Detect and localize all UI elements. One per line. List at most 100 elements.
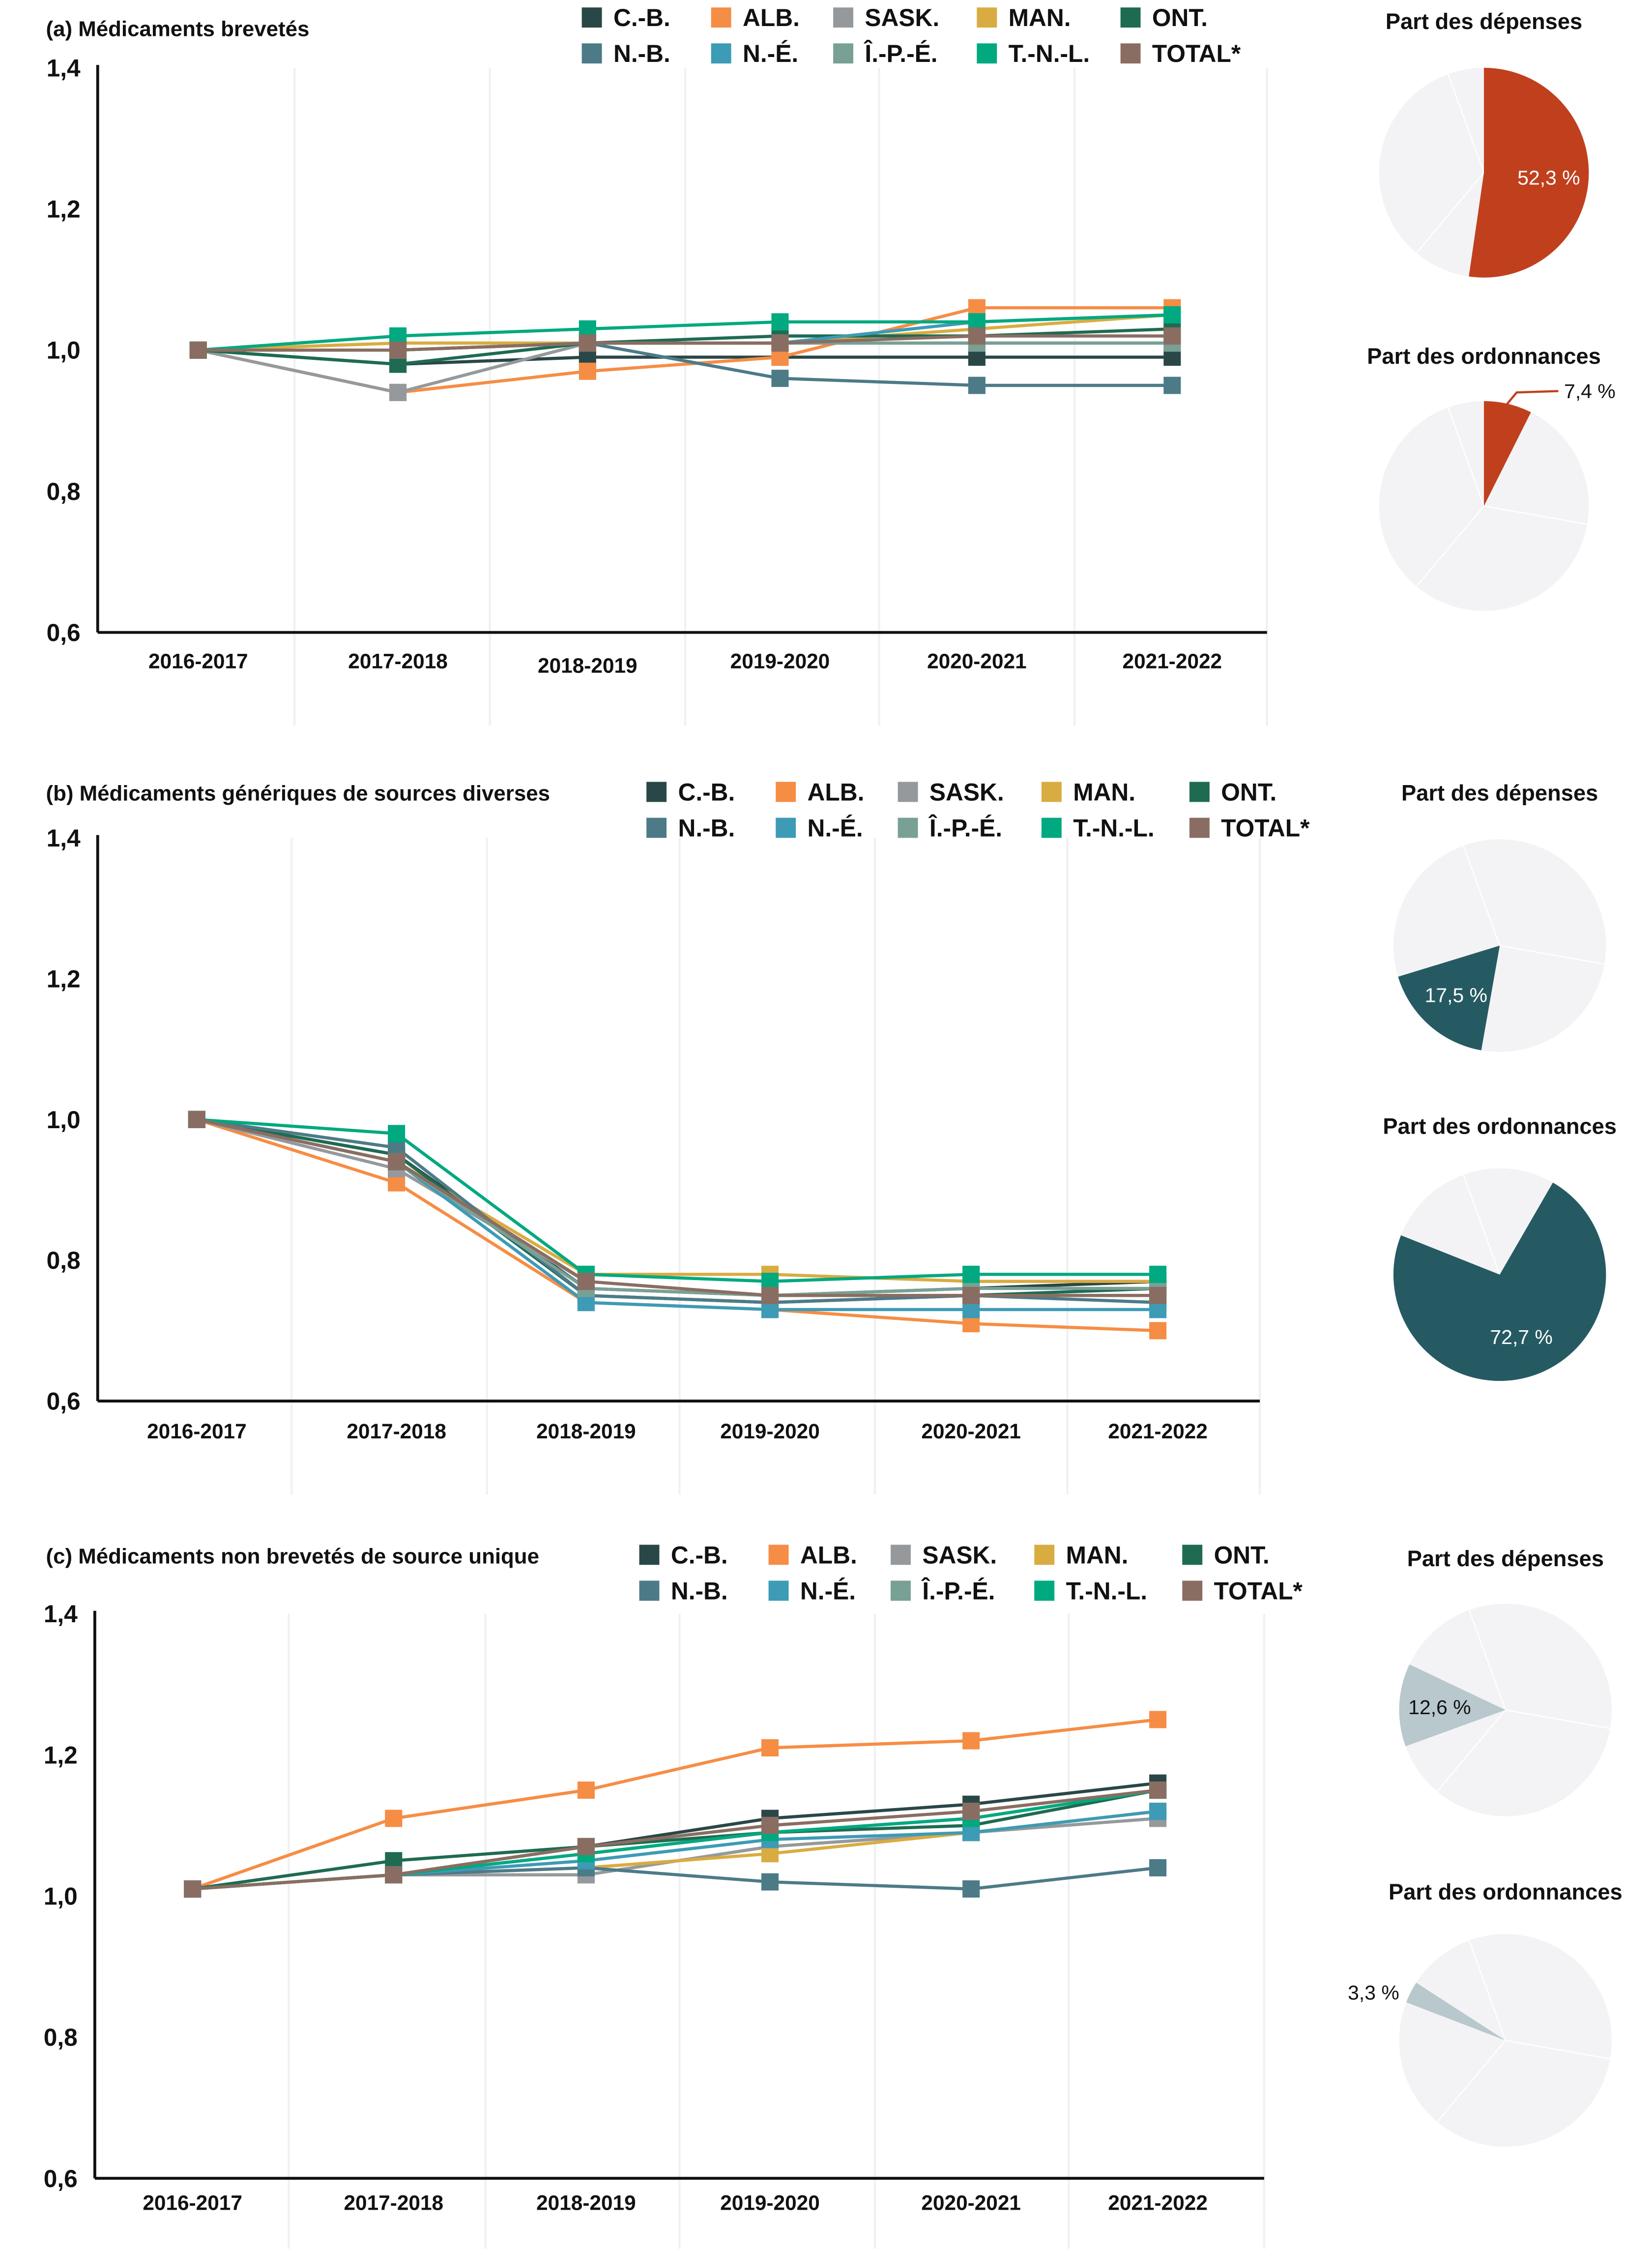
legend-swatch bbox=[1120, 43, 1141, 64]
series-line bbox=[192, 1788, 1159, 1891]
pie-title: Part des ordonnances bbox=[1389, 1879, 1623, 1904]
legend-label: N.-É. bbox=[800, 1577, 856, 1605]
pie-value-label: 72,7 % bbox=[1490, 1326, 1552, 1348]
legend-swatch bbox=[646, 818, 667, 838]
pie-title: Part des dépenses bbox=[1407, 1546, 1604, 1571]
pie-value-label: 3,3 % bbox=[1348, 1981, 1399, 2004]
x-tick-label: 2021-2022 bbox=[1123, 650, 1222, 673]
legend-item: MAN. bbox=[1041, 778, 1135, 806]
series-TOTAL* bbox=[184, 1782, 1167, 1898]
legend-label: MAN. bbox=[1066, 1541, 1129, 1569]
y-tick-label: 0,8 bbox=[47, 478, 81, 505]
legend-swatch bbox=[977, 7, 997, 28]
legend-swatch bbox=[711, 7, 731, 28]
legend-label: Î.-P.-É. bbox=[928, 815, 1002, 842]
legend-swatch bbox=[1041, 818, 1062, 838]
data-point bbox=[968, 327, 985, 345]
legend-item: ALB. bbox=[776, 778, 864, 806]
pie-leader-line bbox=[1501, 390, 1559, 410]
legend-item: C.-B. bbox=[646, 778, 735, 806]
legend-label: MAN. bbox=[1073, 778, 1135, 806]
legend-item: N.-É. bbox=[768, 1577, 856, 1605]
series-line bbox=[197, 1118, 1158, 1283]
legend-swatch bbox=[1041, 782, 1062, 802]
data-point bbox=[962, 1732, 980, 1750]
legend-label: TOTAL* bbox=[1221, 815, 1310, 842]
series-TOTAL* bbox=[189, 327, 1181, 359]
legend-item: N.-B. bbox=[646, 815, 735, 842]
data-point bbox=[184, 1880, 202, 1898]
series-line bbox=[196, 1118, 1158, 1297]
pie-divider bbox=[1447, 74, 1485, 173]
data-point bbox=[1149, 1322, 1167, 1340]
data-point bbox=[577, 1782, 595, 1799]
y-tick-label: 1,4 bbox=[44, 1600, 78, 1628]
panel-a-title: (a) Médicaments brevetés bbox=[46, 17, 310, 41]
pie-value-label: 17,5 % bbox=[1425, 984, 1487, 1007]
data-point bbox=[1149, 1803, 1167, 1820]
pie-divider bbox=[1500, 945, 1605, 965]
legend-item: ALB. bbox=[711, 4, 800, 31]
legend-swatch bbox=[1034, 1580, 1055, 1601]
legend-swatch bbox=[833, 7, 854, 28]
pie-slice bbox=[1393, 1182, 1606, 1381]
legend-label: SASK. bbox=[922, 1541, 997, 1569]
pie-divider bbox=[1463, 1174, 1501, 1275]
data-point bbox=[962, 1286, 980, 1304]
legend-swatch bbox=[833, 43, 854, 64]
data-point bbox=[771, 334, 789, 352]
legend-label: N.-B. bbox=[613, 40, 670, 67]
y-tick-label: 1,2 bbox=[44, 1741, 78, 1769]
legend-label: C.-B. bbox=[678, 778, 735, 806]
y-tick-label: 1,4 bbox=[47, 54, 81, 82]
legend-swatch bbox=[776, 818, 796, 838]
x-tick-label: 2017-2018 bbox=[344, 2191, 444, 2215]
legend-item: N.-B. bbox=[581, 40, 670, 67]
x-tick-label: 2018-2019 bbox=[536, 2191, 636, 2215]
x-tick-label: 2019-2020 bbox=[720, 2191, 820, 2215]
x-tick-label: 2020-2021 bbox=[921, 1420, 1021, 1443]
legend-label: Î.-P.-É. bbox=[921, 1577, 995, 1605]
pie-slice bbox=[1469, 67, 1589, 278]
pie-value-label: 7,4 % bbox=[1564, 380, 1616, 403]
y-tick-label: 1,0 bbox=[47, 1106, 81, 1134]
y-tick-label: 0,6 bbox=[44, 2165, 78, 2192]
pie-divider bbox=[1463, 846, 1501, 946]
x-tick-label: 2021-2022 bbox=[1108, 1420, 1208, 1443]
legend-label: ALB. bbox=[808, 778, 865, 806]
legend-item: ONT. bbox=[1182, 1541, 1270, 1569]
data-point bbox=[1163, 327, 1181, 345]
y-tick-label: 1,0 bbox=[47, 337, 81, 364]
pie-divider bbox=[1483, 505, 1588, 525]
pie-divider bbox=[1436, 1709, 1506, 1792]
legend-label: C.-B. bbox=[671, 1541, 728, 1569]
pie-divider bbox=[1468, 1940, 1506, 2041]
data-point bbox=[1149, 1286, 1167, 1304]
legend-label: ALB. bbox=[743, 4, 800, 31]
legend-label: SASK. bbox=[865, 4, 939, 31]
legend-item: TOTAL* bbox=[1120, 40, 1241, 67]
legend-swatch bbox=[711, 43, 731, 64]
legend-item: SASK. bbox=[898, 778, 1004, 806]
pie-value-label: 12,6 % bbox=[1408, 1696, 1471, 1719]
data-point bbox=[385, 1866, 403, 1884]
data-point bbox=[1149, 1265, 1167, 1283]
data-point bbox=[1163, 306, 1181, 323]
data-point bbox=[189, 341, 207, 359]
legend-swatch bbox=[768, 1580, 789, 1601]
legend-swatch bbox=[977, 43, 997, 64]
data-point bbox=[577, 1273, 595, 1290]
data-point bbox=[962, 1803, 980, 1820]
y-tick-label: 1,2 bbox=[47, 196, 81, 223]
data-point bbox=[1149, 1859, 1167, 1877]
y-tick-label: 1,2 bbox=[47, 965, 81, 993]
legend-item: ALB. bbox=[768, 1541, 857, 1569]
data-point bbox=[577, 1838, 595, 1855]
legend-swatch bbox=[898, 782, 918, 802]
legend-label: T.-N.-L. bbox=[1009, 40, 1090, 67]
legend-swatch bbox=[1182, 1580, 1203, 1601]
y-tick-label: 0,8 bbox=[47, 1247, 81, 1274]
data-point bbox=[771, 370, 789, 387]
x-tick-label: 2017-2018 bbox=[348, 650, 448, 673]
